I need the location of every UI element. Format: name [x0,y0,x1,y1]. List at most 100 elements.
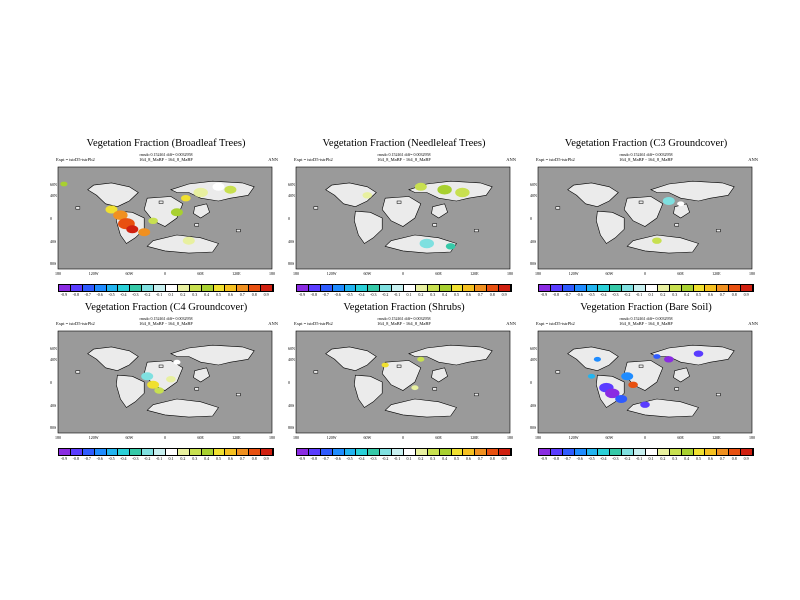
colorbar-swatch [189,285,202,291]
colorbar-swatch [550,449,563,455]
colorbar-tick-label: -0.3 [370,456,377,461]
colorbar-swatch [451,449,464,455]
colorbar-swatch [225,285,238,291]
x-tick-label: 60W [125,271,134,276]
colorbar-tick-label: 0.8 [489,456,495,461]
panel-title: Vegetation Fraction (Shrubs) [343,302,465,313]
colorbar-tick-label: -0.3 [612,292,619,297]
data-patch [605,388,620,399]
colorbar-swatch [70,449,83,455]
y-tick-label: 40S [288,238,295,244]
data-patch [615,395,628,403]
colorbar-swatch [487,285,500,291]
colorbar-swatch [59,449,71,455]
data-patch [445,243,456,250]
colorbar-tick-label: 0.8 [489,292,495,297]
x-tick-label: 180 [749,271,755,276]
data-patch [141,372,154,381]
panel-stats: rmsdo 0.152461 diff= 0.0032958 [619,316,673,321]
island-outline [638,364,644,368]
panel-expt-label: Expt = tstrD5-tstrPh2 [56,157,95,162]
x-tick-label: 60E [197,271,204,276]
colorbar-tick-label: 0.4 [204,292,210,297]
colorbar-swatch [166,285,178,291]
y-tick-label: 60N [530,346,537,351]
map-panel: Vegetation Fraction (Broadleaf Trees) rms… [50,138,282,304]
continent-outline [431,367,448,383]
data-patch [653,354,661,359]
panel-case-label: 164_8_MaBF - 164_8_MaBF [619,157,673,162]
island-outline [396,364,402,368]
continent-outline [115,374,145,408]
colorbar-tick-label: 0.7 [477,456,483,461]
continent-outline [193,367,210,383]
panel-season-label: ANN [268,321,278,326]
data-patch [652,237,662,244]
colorbar-swatch [634,285,647,291]
y-tick-label: 60N [288,182,295,187]
colorbar-labels: -0.9 -0.8 -0.7 -0.6 -0.5 -0.4 -0.3 -0.2 -0.1 0.1 0… [296,292,510,297]
x-tick-label: 0 [644,271,646,276]
colorbar-swatch [622,285,635,291]
colorbar-swatch [297,285,309,291]
colorbar-swatch [344,449,357,455]
colorbar-swatch [475,285,488,291]
panel-title: Vegetation Fraction (Bare Soil) [580,302,712,313]
y-tick-label: 80S [288,425,295,431]
panel-stats: rmsdo 0.152461 diff= 0.0032958 [139,316,193,321]
colorbar-tick-label: -0.1 [155,456,163,461]
colorbar-swatch [693,449,706,455]
continent-outline [170,180,255,202]
colorbar-tick-label: 0.7 [239,292,245,297]
colorbar [58,284,274,292]
x-tick-label: 120W [88,271,99,276]
panel-stats: rmsdo 0.152461 diff= 0.0032958 [139,152,193,157]
data-patch [181,195,191,202]
colorbar-tick-label: 0.4 [442,292,448,297]
colorbar-swatch [380,285,393,291]
colorbar-tick-label: 0.5 [216,456,222,461]
continent-outline [623,196,664,227]
colorbar-tick-label: -0.3 [132,456,139,461]
colorbar [538,284,754,292]
x-tick-label: 60W [363,271,372,276]
panel-expt-label: Expt = tstrD5-tstrPh2 [294,321,333,326]
colorbar-tick-label: -0.4 [600,292,607,297]
colorbar-tick-label: -0.7 [84,456,91,461]
colorbar-tick-label: 0.6 [465,292,471,297]
colorbar-tick-label: -0.8 [310,456,317,461]
colorbar-swatch [213,285,226,291]
colorbar-swatch [610,449,623,455]
colorbar-tick-label: -0.9 [60,456,68,461]
colorbar-swatch [177,449,190,455]
continent-outline [673,367,690,383]
y-tick-label: 80S [50,261,57,267]
panel-season-label: ANN [506,321,516,326]
map-plot [537,166,753,270]
island-outline [194,223,199,227]
y-tick-label: 40N [530,357,537,363]
data-patch [437,184,452,195]
colorbar-swatch [201,449,214,455]
colorbar-tick-label: -0.1 [635,456,643,461]
colorbar-tick-label: -0.2 [382,292,389,297]
colorbar-swatch [308,449,321,455]
data-patch [138,228,151,237]
panel-season-label: ANN [506,157,516,162]
x-tick-label: 180 [535,435,541,440]
continent-outline [325,182,377,208]
colorbar-tick-label: -0.2 [624,292,631,297]
island-outline [396,200,402,204]
colorbar-swatch [237,449,250,455]
colorbar-swatch [142,449,155,455]
colorbar-tick-label: -0.8 [72,456,79,461]
data-patch [60,181,68,187]
colorbar-tick-label: 0.1 [406,292,412,297]
map-panel: Vegetation Fraction (Needleleaf Trees) rm… [288,138,520,304]
x-tick-label: 180 [507,271,513,276]
colorbar-tick-label: 0.2 [180,292,186,297]
colorbar-swatch [439,449,452,455]
colorbar-labels: -0.9 -0.8 -0.7 -0.6 -0.5 -0.4 -0.3 -0.2 -0.1 0.1 0… [538,456,752,461]
continent-outline [193,203,210,219]
colorbar-swatch [142,285,155,291]
